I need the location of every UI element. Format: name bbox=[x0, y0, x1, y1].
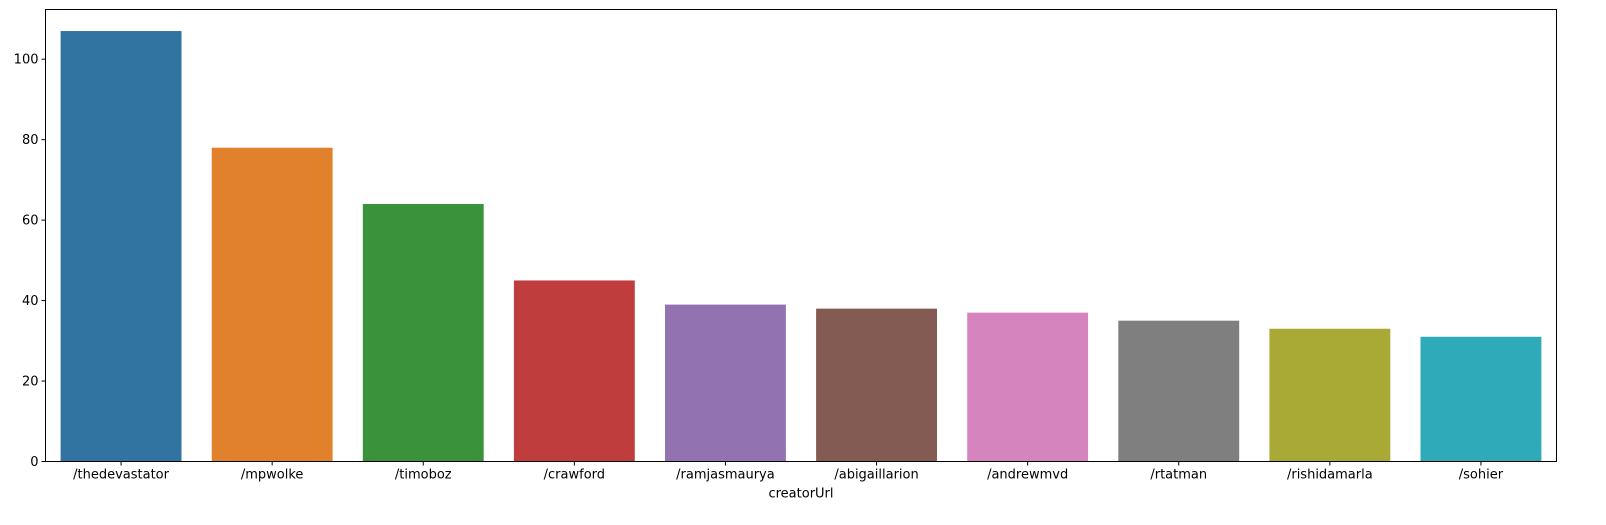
x-tick-label: /crawford bbox=[544, 468, 605, 483]
bar-abigaillarion bbox=[816, 308, 937, 462]
bar-rishidamarla bbox=[1269, 328, 1391, 462]
x-tick-label: /ramjasmaurya bbox=[676, 468, 775, 483]
x-tick-label: /sohier bbox=[1459, 468, 1504, 483]
bar-andrewmvd bbox=[967, 312, 1089, 462]
y-tick-label: 40 bbox=[22, 294, 39, 309]
bar-mpwolke bbox=[211, 147, 333, 462]
x-tick-label: /mpwolke bbox=[241, 468, 304, 483]
y-tick-label: 20 bbox=[22, 375, 39, 390]
bar-sohier bbox=[1420, 336, 1542, 462]
x-axis-label: creatorUrl bbox=[768, 487, 833, 502]
bar-timoboz bbox=[362, 204, 484, 462]
y-tick-label: 60 bbox=[22, 214, 39, 229]
plot-frame bbox=[45, 9, 1557, 462]
x-tick-label: /rishidamarla bbox=[1287, 468, 1373, 483]
x-tick-label: /timoboz bbox=[395, 468, 452, 483]
x-tick-label: /rtatman bbox=[1150, 468, 1207, 483]
x-tick-label: /abigaillarion bbox=[834, 468, 918, 483]
x-axis-ticks: /thedevastator/mpwolke/timoboz/crawford /… bbox=[73, 461, 1504, 483]
bar-thedevastator bbox=[60, 31, 182, 462]
y-tick-label: 80 bbox=[22, 133, 39, 148]
y-axis-ticks: 0 20 40 60 80 100 bbox=[14, 53, 46, 470]
x-tick-label: /thedevastator bbox=[73, 468, 170, 483]
bar-crawford bbox=[513, 280, 635, 462]
x-tick-label: /andrewmvd bbox=[987, 468, 1068, 483]
bar-rtatman bbox=[1118, 320, 1240, 462]
bars-group bbox=[60, 31, 1542, 462]
y-tick-label: 100 bbox=[14, 53, 39, 68]
bar-ramjasmaurya bbox=[665, 304, 786, 462]
y-tick-label: 0 bbox=[30, 455, 38, 470]
